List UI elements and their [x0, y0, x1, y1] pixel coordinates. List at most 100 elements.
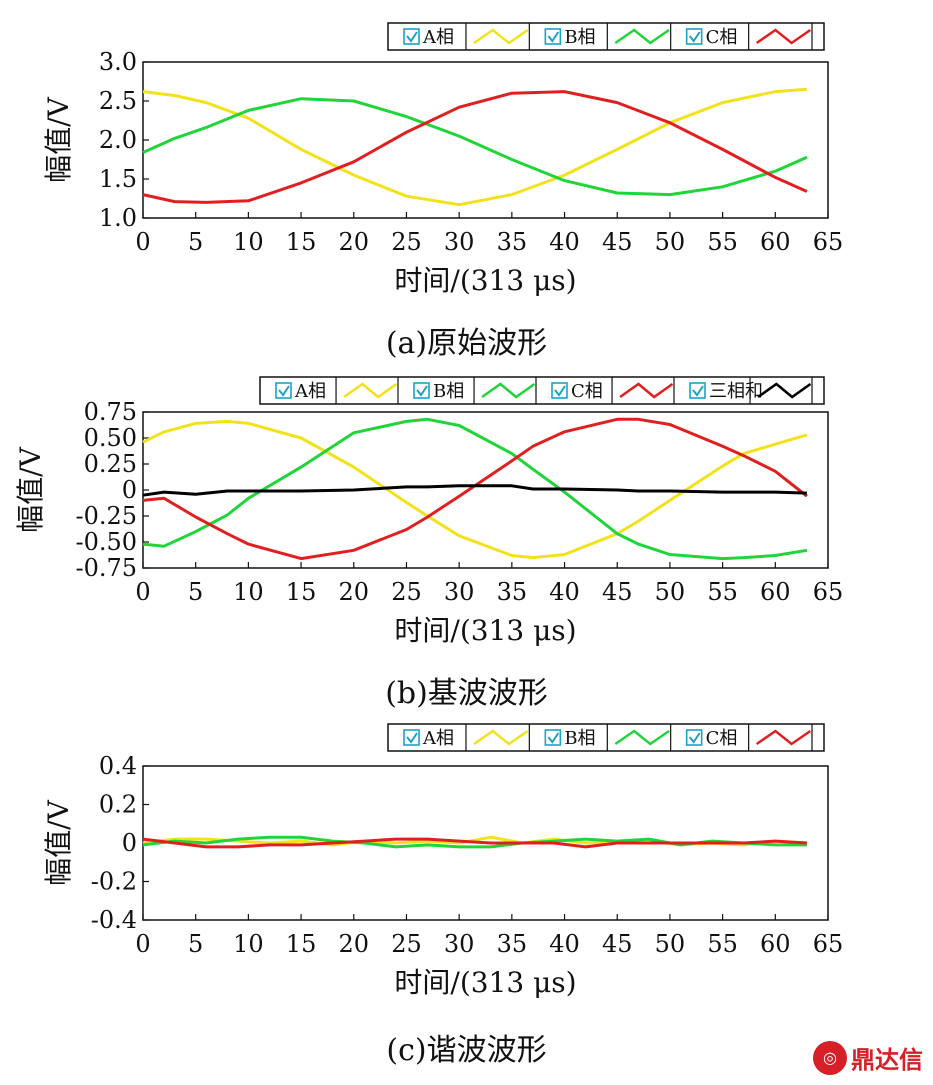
- y-tick-label: 0.4: [99, 752, 137, 780]
- y-axis-label: 幅值/V: [42, 96, 75, 182]
- x-tick-label: 45: [602, 228, 633, 256]
- checkbox-icon: [544, 729, 562, 746]
- caption-c: (c)谐波波形: [386, 1033, 547, 1068]
- checkmark-icon: [278, 385, 290, 397]
- checkmark-icon: [406, 31, 418, 43]
- x-tick-label: 5: [188, 578, 203, 606]
- y-tick-label: 0: [122, 476, 137, 504]
- x-tick-label: 20: [338, 930, 369, 958]
- x-tick-label: 10: [233, 930, 264, 958]
- series-line-3: [142, 417, 808, 561]
- x-tick-label: 65: [813, 578, 844, 606]
- x-tick-label: 50: [655, 930, 686, 958]
- x-tick-label: 40: [549, 930, 580, 958]
- checkmark-icon: [406, 732, 418, 744]
- x-tick-label: 25: [391, 930, 422, 958]
- legend-label: A相: [422, 728, 454, 749]
- series-line-4: [142, 484, 807, 497]
- y-tick-label: -0.50: [75, 528, 137, 556]
- checkbox-icon: [544, 28, 562, 45]
- y-tick-label: 1.5: [99, 165, 137, 193]
- x-axis-label: 时间/(313 μs): [394, 264, 576, 297]
- x-tick-label: 0: [135, 930, 150, 958]
- legend-box: [387, 22, 825, 51]
- checkbox-icon: [551, 382, 568, 399]
- y-tick-label: -0.4: [91, 906, 137, 934]
- checkmark-icon: [692, 385, 704, 397]
- y-tick-label: 1.0: [99, 204, 137, 232]
- x-tick-label: 0: [135, 578, 150, 606]
- x-tick-label: 35: [497, 930, 528, 958]
- x-tick-label: 65: [813, 228, 844, 256]
- x-tick-label: 45: [602, 578, 633, 606]
- x-tick-label: 30: [444, 578, 475, 606]
- x-tick-label: 55: [707, 578, 738, 606]
- legend-label: B相: [433, 381, 464, 402]
- y-tick-label: 0.2: [99, 791, 137, 819]
- x-tick-label: 5: [188, 930, 203, 958]
- legend-swatch-icon: [619, 382, 674, 399]
- x-tick-label: 15: [286, 228, 317, 256]
- x-axis-label: 时间/(313 μs): [394, 966, 576, 999]
- series-line-3: [142, 90, 808, 204]
- legend-swatch-icon: [755, 729, 812, 746]
- y-tick-label: 0.25: [84, 450, 137, 478]
- legend-swatch-icon: [757, 382, 812, 399]
- x-tick-label: 50: [655, 578, 686, 606]
- y-axis-label: 幅值/V: [14, 446, 47, 532]
- series-line-2: [142, 417, 808, 561]
- checkmark-icon: [554, 385, 566, 397]
- series-line-3: [142, 837, 807, 849]
- x-tick-label: 60: [760, 228, 791, 256]
- checkbox-icon: [275, 382, 292, 399]
- checkbox-icon: [403, 28, 420, 45]
- x-tick-label: 40: [549, 578, 580, 606]
- caption-a: (a)原始波形: [385, 326, 548, 361]
- x-tick-label: 55: [707, 228, 738, 256]
- x-tick-label: 40: [549, 228, 580, 256]
- checkmark-icon: [547, 732, 560, 744]
- series-line-1: [142, 87, 808, 207]
- checkbox-icon: [685, 28, 703, 45]
- series-line-2: [142, 97, 808, 197]
- y-tick-label: -0.25: [75, 502, 137, 530]
- checkbox-icon: [685, 729, 703, 746]
- legend-label: 三相和: [709, 381, 763, 402]
- legend-swatch-icon: [343, 382, 398, 399]
- x-tick-label: 20: [338, 578, 369, 606]
- legend-label: B相: [564, 728, 595, 749]
- watermark-logo-icon: ◎: [813, 1040, 847, 1075]
- y-axis-label: 幅值/V: [42, 799, 75, 885]
- y-tick-label: 0.75: [84, 398, 137, 426]
- legend-swatch-icon: [481, 382, 536, 399]
- legend-box: [387, 723, 825, 752]
- x-tick-label: 25: [391, 578, 422, 606]
- checkmark-icon: [688, 732, 701, 744]
- y-tick-label: 2.0: [99, 126, 137, 154]
- legend-swatch-icon: [755, 28, 812, 45]
- checkbox-icon: [689, 382, 706, 399]
- y-tick-label: 2.5: [99, 87, 137, 115]
- y-tick-label: -0.75: [75, 554, 137, 582]
- checkmark-icon: [416, 385, 428, 397]
- x-tick-label: 15: [286, 578, 317, 606]
- x-tick-label: 5: [188, 228, 203, 256]
- x-tick-label: 65: [813, 930, 844, 958]
- x-tick-label: 35: [497, 578, 528, 606]
- legend-label: A相: [294, 381, 326, 402]
- checkmark-icon: [688, 31, 701, 43]
- x-tick-label: 60: [760, 930, 791, 958]
- x-tick-label: 30: [444, 228, 475, 256]
- legend-swatch-icon: [614, 729, 670, 746]
- legend-label: C相: [706, 27, 738, 48]
- legend-label: B相: [564, 27, 595, 48]
- x-tick-label: 15: [286, 930, 317, 958]
- legend-swatch-icon: [473, 729, 529, 746]
- legend-label: C相: [571, 381, 603, 402]
- caption-b: (b)基波波形: [385, 676, 548, 711]
- checkmark-icon: [547, 31, 560, 43]
- x-axis-label: 时间/(313 μs): [394, 614, 576, 647]
- y-tick-label: 0.50: [84, 424, 137, 452]
- x-tick-label: 35: [497, 228, 528, 256]
